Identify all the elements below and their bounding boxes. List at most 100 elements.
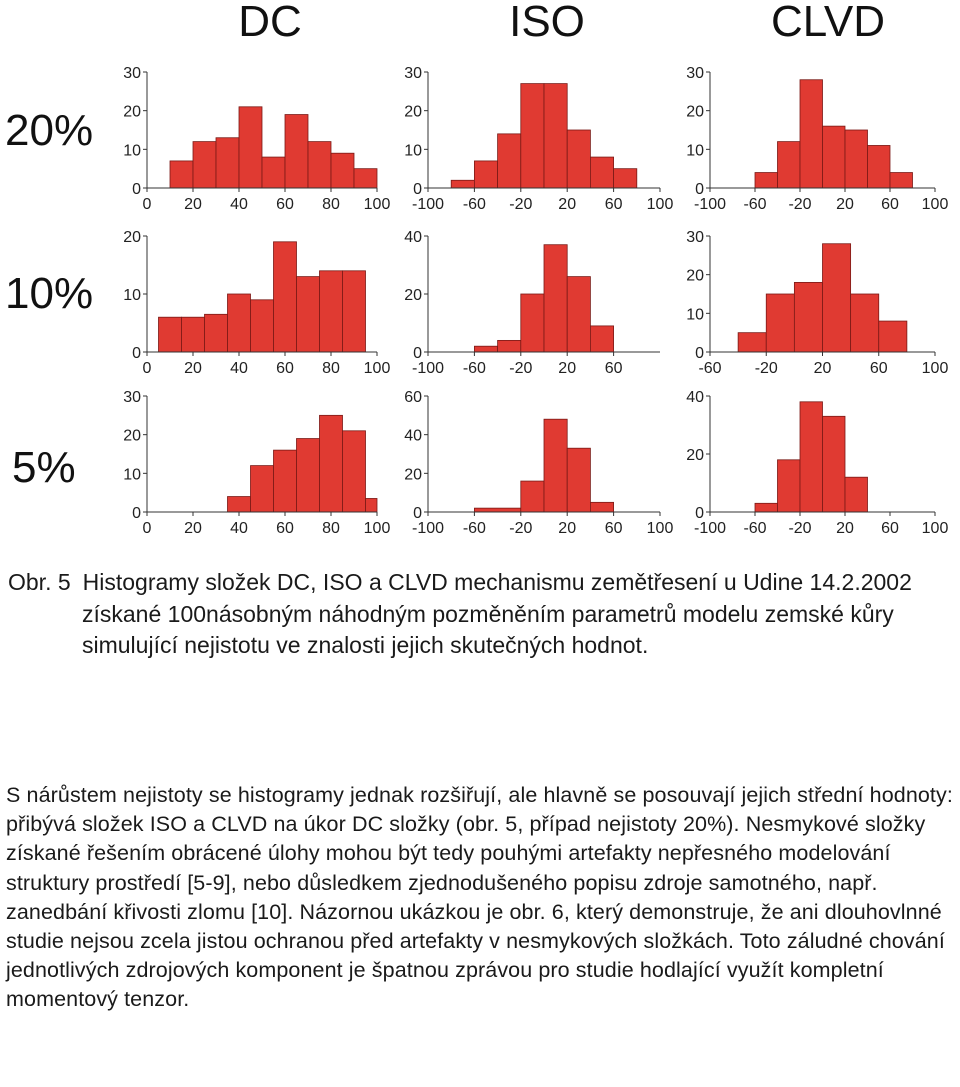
body-paragraph: S nárůstem nejistoty se histogramy jedna… [6, 783, 953, 1012]
x-tick-label: -20 [755, 360, 778, 377]
x-tick-label: -20 [509, 196, 532, 213]
x-tick-label: 100 [922, 360, 949, 377]
histogram-bar [238, 106, 263, 189]
histogram-bar [822, 125, 846, 189]
histogram-bar [215, 137, 240, 189]
histogram-bar [273, 449, 297, 513]
x-tick-label: -100 [412, 520, 444, 537]
y-tick-label: 10 [123, 142, 141, 159]
y-tick-label: 40 [404, 229, 422, 246]
y-tick-label: 30 [123, 389, 141, 406]
y-tick-label: 10 [686, 142, 704, 159]
x-tick-label: -20 [788, 196, 811, 213]
y-tick-label: 10 [123, 287, 141, 304]
y-tick-label: 0 [132, 505, 141, 522]
x-tick-label: 0 [143, 520, 152, 537]
histogram-bar [473, 160, 498, 189]
y-tick-label: 0 [132, 181, 141, 198]
histogram-bar [566, 276, 591, 353]
x-tick-label: 80 [322, 196, 340, 213]
histogram-bar [342, 430, 366, 513]
x-tick-label: -100 [694, 520, 726, 537]
y-tick-label: 30 [404, 65, 422, 82]
row-header-10: 10% [5, 269, 93, 318]
histogram-bar [284, 114, 309, 189]
x-tick-label: -60 [463, 196, 486, 213]
x-tick-label: 100 [364, 520, 391, 537]
histogram-bar [765, 293, 795, 353]
caption-text: Histogramy složek DC, ISO a CLVD mechani… [82, 569, 912, 658]
histogram-bar [613, 168, 638, 189]
x-tick-label: 100 [647, 520, 674, 537]
x-tick-label: 80 [322, 360, 340, 377]
column-header-clvd: CLVD [771, 0, 885, 46]
histogram-bar [520, 293, 545, 353]
histogram-bar [566, 129, 591, 189]
histogram-bar [227, 496, 251, 513]
histogram-bar [273, 241, 297, 353]
histogram-bar [777, 459, 801, 513]
histogram-bar [543, 418, 568, 513]
x-tick-label: -100 [694, 196, 726, 213]
y-tick-label: 20 [123, 104, 141, 121]
x-tick-label: -20 [509, 520, 532, 537]
histogram-bar [566, 447, 591, 513]
histogram-bar [590, 501, 615, 513]
y-tick-label: 10 [686, 306, 704, 323]
x-tick-label: 0 [143, 360, 152, 377]
histogram-bar [822, 243, 852, 353]
x-tick-label: -60 [743, 196, 766, 213]
y-tick-label: 10 [404, 142, 422, 159]
x-tick-label: 20 [558, 196, 576, 213]
histogram-bar [867, 145, 891, 189]
histogram-bar [473, 345, 498, 353]
histogram-bar [889, 172, 913, 189]
histogram-bar [844, 129, 868, 189]
x-tick-label: 60 [605, 360, 623, 377]
y-tick-label: 20 [123, 229, 141, 246]
histogram-bar [799, 79, 823, 189]
histogram-bar [250, 465, 274, 513]
histogram-bar [342, 270, 366, 353]
y-tick-label: 40 [686, 389, 704, 406]
x-tick-label: 60 [605, 520, 623, 537]
y-tick-label: 0 [132, 345, 141, 362]
y-tick-label: 40 [404, 428, 422, 445]
histogram-bar [543, 244, 568, 353]
histogram-bar [590, 325, 615, 353]
histogram-bar [520, 83, 545, 189]
histogram-bar [250, 299, 274, 353]
x-tick-label: 20 [184, 520, 202, 537]
x-tick-label: 100 [922, 520, 949, 537]
histogram-bar [793, 281, 823, 353]
y-tick-label: 0 [695, 181, 704, 198]
x-tick-label: 40 [230, 360, 248, 377]
x-tick-label: 20 [558, 360, 576, 377]
x-tick-label: 60 [276, 360, 294, 377]
y-tick-label: 20 [123, 428, 141, 445]
x-tick-label: -60 [743, 520, 766, 537]
histogram-bar [497, 339, 522, 353]
y-tick-label: 0 [413, 345, 422, 362]
x-tick-label: -60 [698, 360, 721, 377]
histogram-bar [296, 438, 320, 513]
row-header-20: 20% [5, 106, 93, 155]
y-tick-label: 30 [686, 65, 704, 82]
histogram-bar [878, 320, 908, 353]
histogram-bar [497, 133, 522, 189]
figure-caption: Obr. 5 Histogramy složek DC, ISO a CLVD m… [8, 567, 938, 662]
histogram-bar [227, 293, 251, 353]
histogram-bar [365, 498, 378, 513]
x-tick-label: 100 [364, 360, 391, 377]
y-tick-label: 30 [123, 65, 141, 82]
histogram-bar [296, 276, 320, 353]
histogram-bar [520, 480, 545, 513]
x-tick-label: 60 [881, 520, 899, 537]
x-tick-label: 40 [230, 520, 248, 537]
x-tick-label: 20 [814, 360, 832, 377]
x-tick-label: -100 [412, 196, 444, 213]
x-tick-label: 0 [143, 196, 152, 213]
y-tick-label: 0 [413, 181, 422, 198]
histogram-bar [777, 141, 801, 189]
x-tick-label: 60 [276, 520, 294, 537]
